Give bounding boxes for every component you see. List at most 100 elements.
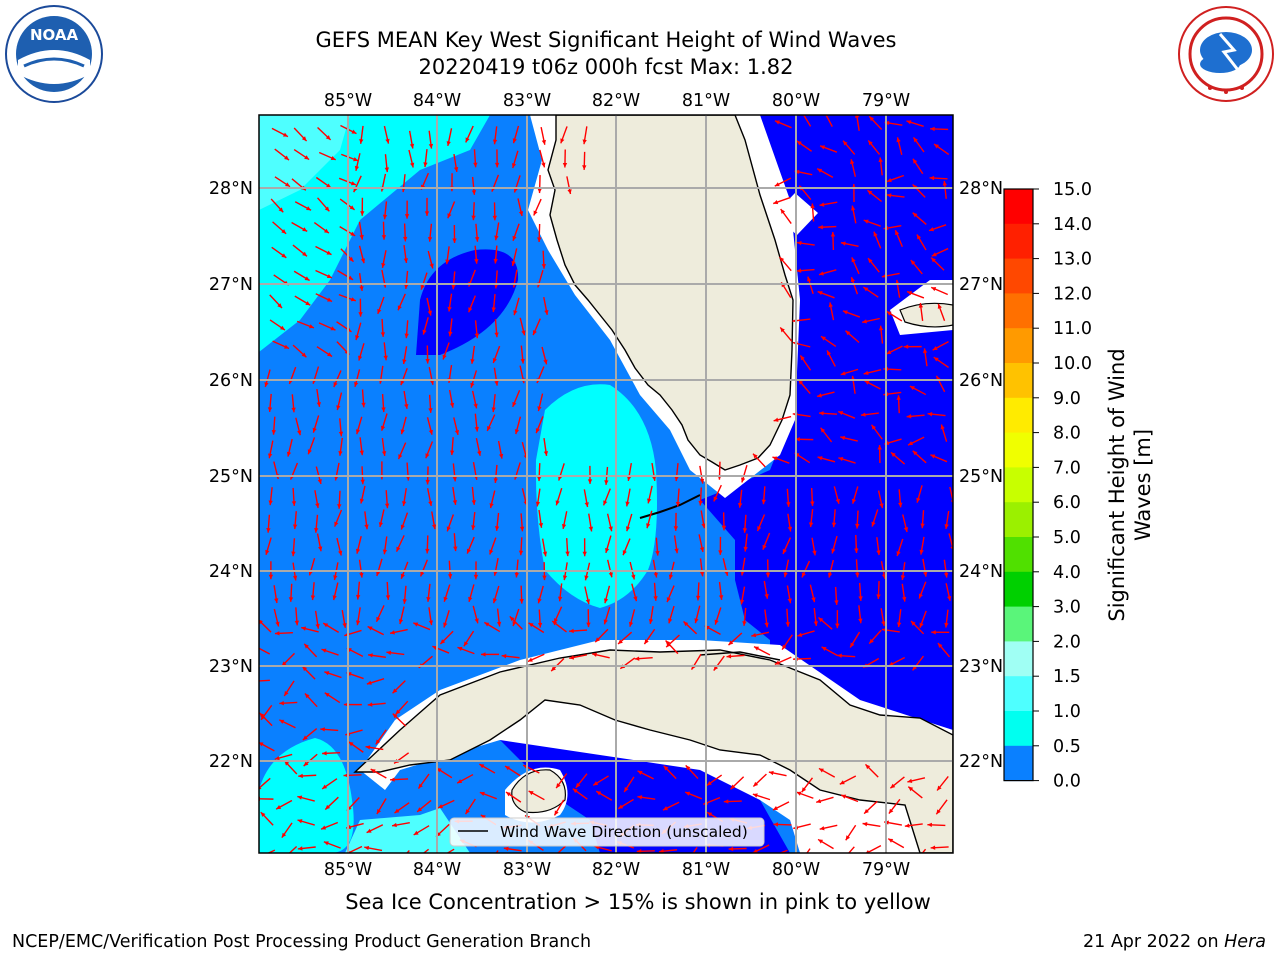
wind-arrow-head [871, 424, 876, 430]
lat-label-left: 26°N [209, 371, 253, 391]
lon-label-bottom: 79°W [862, 860, 910, 880]
wind-arrow-head [888, 808, 894, 814]
wind-arrow-head [463, 641, 469, 647]
wind-arrow-head [912, 158, 918, 164]
wind-arrow-head [918, 593, 923, 599]
wind-arrow-head [796, 791, 802, 796]
land-bahamas [899, 302, 953, 328]
wind-arrow-head [835, 623, 840, 629]
wind-arrow-head [384, 503, 390, 509]
wind-arrow-head [382, 214, 388, 220]
wind-arrow-head [633, 596, 638, 602]
wind-arrow-head [582, 551, 587, 557]
wind-arrow-head [718, 595, 724, 600]
wind-arrow-head [912, 212, 918, 218]
wind-arrow-head [878, 157, 883, 163]
wind-arrow-head [317, 479, 322, 484]
wind-arrow-head [869, 638, 874, 644]
lat-label-left: 24°N [209, 562, 253, 582]
wind-arrow-head [355, 620, 361, 626]
colorbar-segment [1004, 328, 1033, 364]
wind-arrow-head [698, 500, 703, 506]
wind-arrow-head [361, 402, 366, 408]
wind-arrow-head [947, 595, 952, 601]
wind-arrow-head [501, 654, 507, 659]
colorbar-tick-label: 14.0 [1053, 215, 1092, 235]
colorbar-tick-label: 5.0 [1053, 528, 1081, 548]
wind-arrow-head [608, 572, 613, 578]
wind-arrow-head [723, 799, 729, 804]
wind-arrow-head [588, 526, 594, 532]
wind-arrow-head [575, 782, 581, 788]
wind-arrow-head [944, 524, 949, 529]
wind-arrow-head [439, 854, 444, 858]
wind-arrow-head [370, 769, 376, 774]
wind-arrow-head [595, 637, 600, 643]
wind-arrow-head [350, 181, 356, 186]
wind-arrow-head [608, 526, 613, 532]
wind-arrow-head [330, 326, 336, 331]
wind-arrow-head [898, 502, 903, 508]
wind-arrow-head [327, 297, 333, 302]
wind-arrow-head [871, 521, 876, 527]
wind-arrow-head [817, 168, 823, 173]
wind-arrow-head [274, 598, 279, 603]
wind-arrow-head [447, 306, 452, 312]
wind-arrow-head [364, 845, 370, 851]
wind-arrow-head [449, 450, 455, 456]
wind-arrow-head [480, 814, 486, 820]
wind-arrow-head [552, 621, 558, 626]
wind-arrow-head [896, 137, 901, 143]
wind-arrow-head [333, 575, 338, 581]
wind-arrow-head [903, 527, 909, 532]
wind-arrow-head [912, 450, 918, 456]
colorbar-segment [1004, 467, 1033, 503]
wind-arrow-head [330, 155, 336, 160]
wind-arrow-head [338, 451, 343, 456]
wind-arrow-head [931, 257, 936, 263]
colorbar-tick-label: 2.0 [1053, 632, 1081, 652]
wind-arrow-head [582, 139, 587, 145]
wind-arrow-head [266, 528, 271, 533]
wind-arrow-head [877, 444, 882, 450]
wind-arrow-head [655, 550, 660, 556]
wind-arrow-head [291, 551, 296, 557]
colorbar-tick-label: 13.0 [1053, 250, 1092, 270]
wind-arrow-head [666, 597, 671, 603]
wind-arrow-head [304, 693, 310, 699]
wind-arrow-head [839, 780, 845, 785]
wind-arrow-head [494, 162, 500, 168]
lat-label-right: 22°N [959, 752, 1003, 772]
wind-arrow-head [489, 549, 494, 555]
wind-arrow-head [768, 770, 774, 776]
wind-arrow-head [919, 549, 924, 555]
wind-arrow-head [930, 126, 935, 132]
wind-arrow-head [628, 621, 634, 627]
wind-arrow-head [353, 157, 359, 162]
wind-arrow-head [860, 412, 866, 417]
wind-arrow-head [561, 524, 567, 529]
wind-arrow-head [359, 498, 365, 504]
wind-arrow-head [569, 628, 574, 634]
wind-arrow-head [888, 661, 894, 666]
wind-arrow-head [862, 822, 868, 827]
colorbar-tick-label: 0.5 [1053, 737, 1081, 757]
wind-arrow-head [876, 550, 881, 556]
wind-arrow-head [771, 853, 776, 857]
wind-arrow-head [514, 572, 519, 578]
wind-arrow-head [535, 501, 541, 507]
wind-arrow [259, 647, 271, 655]
wind-arrow-head [838, 411, 844, 416]
wind-arrow-head [354, 381, 359, 387]
lon-label-top: 80°W [772, 91, 820, 111]
lon-label-bottom: 83°W [503, 860, 551, 880]
lon-label-top: 84°W [413, 91, 461, 111]
wind-arrow-head [470, 382, 475, 388]
wind-arrow-head [786, 502, 791, 507]
wind-arrow-head [426, 597, 431, 602]
wind-arrow-head [840, 371, 846, 376]
wind-arrow-head [336, 405, 341, 411]
wind-arrow-head [355, 548, 361, 554]
wind-arrow-head [491, 407, 496, 413]
wind-arrow-head [699, 478, 705, 484]
